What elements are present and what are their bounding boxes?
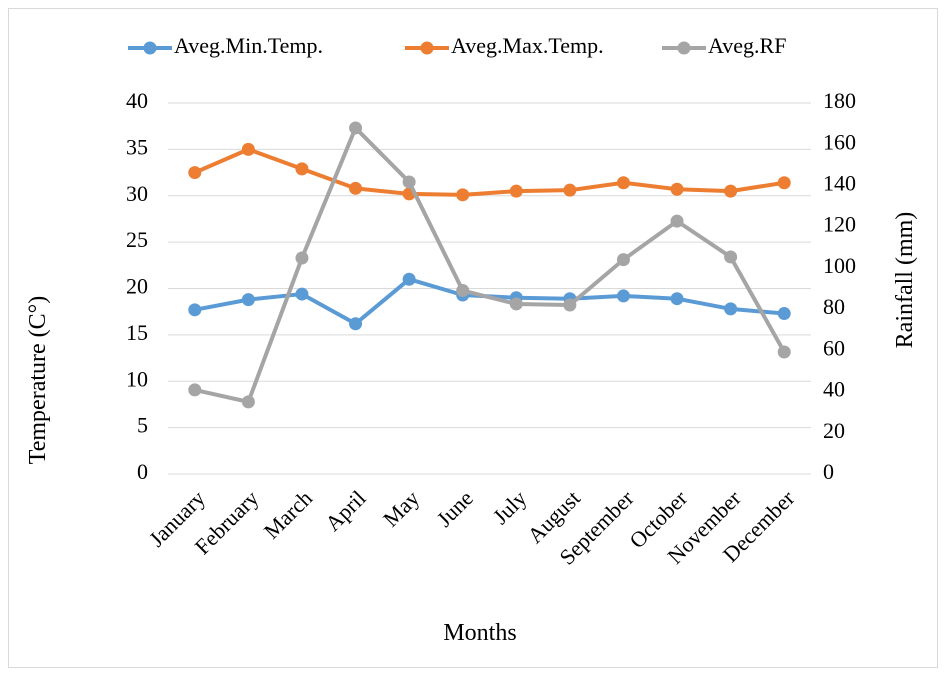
- point: [456, 284, 470, 298]
- point: [563, 298, 577, 312]
- y-tick-label: 40: [126, 88, 148, 113]
- x-axis-title: Months: [443, 620, 516, 646]
- point: [188, 166, 202, 180]
- point: [402, 175, 416, 189]
- y2-tick-label: 60: [823, 335, 845, 360]
- point: [777, 176, 791, 190]
- legend-label: Aveg.RF: [708, 33, 786, 58]
- y-tick-label: 20: [126, 274, 148, 299]
- legend-label: Aveg.Min.Temp.: [174, 33, 323, 58]
- point: [295, 162, 309, 176]
- legend-marker: [143, 41, 157, 55]
- y2-tick-label: 180: [823, 88, 856, 113]
- legend-marker: [420, 41, 434, 55]
- series-line: [194, 125, 786, 404]
- point: [509, 297, 523, 311]
- point: [349, 317, 363, 331]
- point: [241, 293, 255, 307]
- legend-marker: [677, 41, 691, 55]
- legend-label: Aveg.Max.Temp.: [451, 33, 604, 58]
- y-tick-label: 30: [126, 181, 148, 206]
- chart-border: [8, 8, 938, 668]
- y-tick-label: 5: [137, 413, 148, 438]
- y2-tick-label: 160: [823, 129, 856, 154]
- point: [616, 176, 630, 190]
- point: [241, 395, 255, 409]
- point: [188, 303, 202, 317]
- y2-tick-label: 100: [823, 253, 856, 278]
- y2-tick-label: 20: [823, 418, 845, 443]
- point: [509, 184, 523, 198]
- point: [670, 292, 684, 306]
- point: [456, 188, 470, 202]
- point: [295, 287, 309, 301]
- point: [724, 184, 738, 198]
- y-tick-label: 0: [137, 459, 148, 484]
- point: [670, 214, 684, 228]
- point: [349, 121, 363, 135]
- y-tick-label: 35: [126, 134, 148, 159]
- y2-tick-label: 40: [823, 377, 845, 402]
- point: [295, 251, 309, 265]
- point: [241, 142, 255, 156]
- y-axis-title: Temperature (C°): [25, 296, 51, 465]
- point: [349, 181, 363, 195]
- y2-tick-label: 80: [823, 294, 845, 319]
- point: [724, 250, 738, 264]
- y-tick-label: 10: [126, 366, 148, 391]
- y-tick-label: 15: [126, 320, 148, 345]
- y2-axis-title: Rainfall (mm): [892, 212, 918, 349]
- y2-tick-label: 140: [823, 170, 856, 195]
- point: [188, 383, 202, 397]
- point: [402, 272, 416, 286]
- y2-tick-label: 120: [823, 212, 856, 237]
- series-line: [193, 147, 785, 197]
- point: [777, 345, 791, 359]
- point: [724, 302, 738, 316]
- point: [670, 182, 684, 196]
- y-tick-label: 25: [126, 227, 148, 252]
- point: [777, 307, 791, 321]
- point: [563, 183, 577, 197]
- point: [616, 253, 630, 267]
- y2-tick-label: 0: [823, 459, 834, 484]
- point: [616, 289, 630, 303]
